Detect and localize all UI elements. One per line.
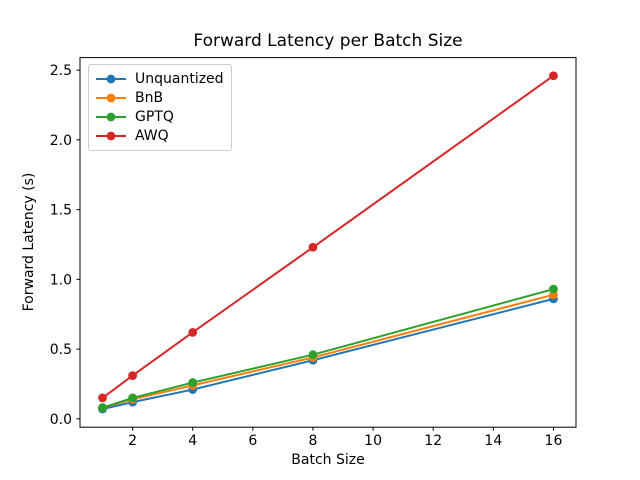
legend: Unquantized BnB GPTQ AWQ [88,64,232,151]
legend-handle-Unquantized [96,74,126,84]
legend-label: GPTQ [135,108,174,125]
x-tick-label: 2 [128,433,137,449]
series-marker-AWQ [98,393,107,403]
legend-marker-sample [106,131,116,141]
x-tick-label: 16 [545,433,563,449]
x-tick-label: 8 [309,433,318,449]
legend-item-Unquantized: Unquantized [96,70,224,89]
y-axis-label: Forward Latency (s) [21,172,37,312]
series-marker-AWQ [308,242,318,252]
legend-item-GPTQ: GPTQ [96,108,224,127]
legend-item-AWQ: AWQ [96,126,224,145]
series-marker-GPTQ [188,378,198,387]
legend-marker-sample [106,112,116,122]
legend-label: BnB [135,90,164,107]
x-tick-label: 12 [424,433,442,449]
series-marker-GPTQ [98,403,107,413]
series-marker-AWQ [128,371,138,380]
y-tick-label: 0.0 [50,412,72,428]
legend-handle-GPTQ [96,112,126,122]
x-axis-label: Batch Size [291,452,365,468]
series-marker-GPTQ [549,284,558,294]
legend-marker-sample [106,74,116,84]
y-tick-label: 0.5 [50,342,72,358]
series-marker-AWQ [549,71,558,81]
legend-label: Unquantized [135,71,224,88]
legend-marker-sample [106,93,116,103]
legend-handle-BnB [96,93,126,103]
plot-border [79,57,577,428]
legend-item-BnB: BnB [96,89,224,108]
y-tick-label: 1.5 [50,203,72,219]
series-marker-GPTQ [128,393,138,403]
y-tick-label: 2.0 [50,133,72,149]
y-tick-label: 1.0 [50,272,72,288]
series-marker-AWQ [188,327,198,337]
x-tick-label: 6 [248,433,257,449]
x-tick-label: 4 [188,433,197,449]
x-tick-label: 10 [364,433,382,449]
legend-handle-AWQ [96,131,126,141]
y-tick-label: 2.5 [50,63,72,79]
x-tick-label: 14 [484,433,502,449]
legend-label: AWQ [135,127,169,144]
chart-title: Forward Latency per Batch Size [193,31,463,51]
series-marker-GPTQ [308,350,318,360]
